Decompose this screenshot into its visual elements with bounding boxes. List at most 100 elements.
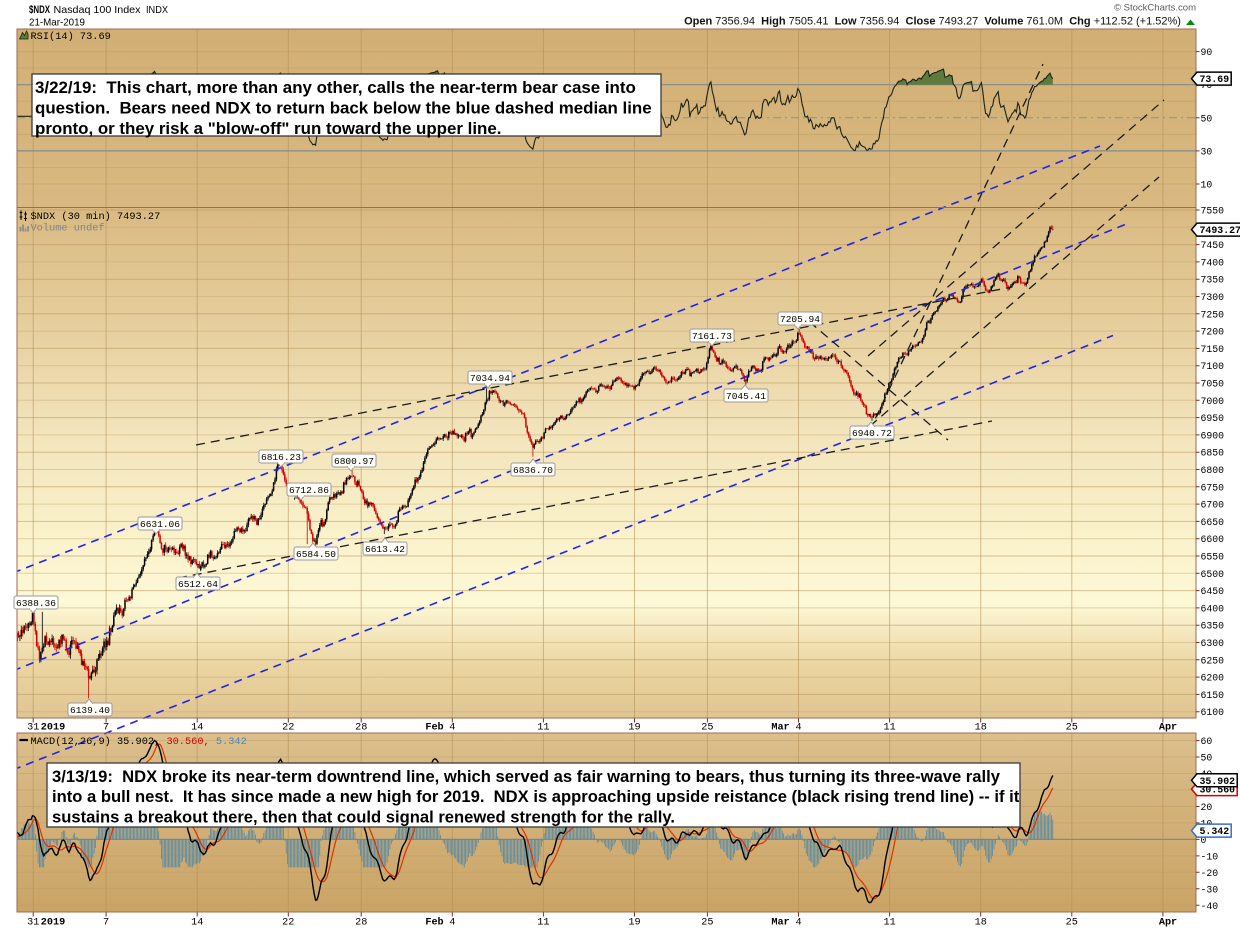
svg-text:6150: 6150: [1201, 690, 1225, 701]
svg-text:7200: 7200: [1201, 327, 1225, 338]
svg-text:50: 50: [1201, 753, 1213, 764]
svg-text:MACD(12,26,9) 35.902, 30.560,: MACD(12,26,9) 35.902, 30.560, 5.342: [31, 736, 247, 748]
svg-text:Feb: Feb: [425, 917, 443, 928]
svg-text:6900: 6900: [1201, 430, 1225, 441]
svg-text:19: 19: [628, 723, 640, 734]
svg-text:6250: 6250: [1201, 655, 1225, 666]
svg-text:4: 4: [449, 918, 455, 928]
svg-text:28: 28: [355, 918, 367, 928]
svg-text:6613.42: 6613.42: [365, 544, 405, 555]
svg-text:6850: 6850: [1201, 448, 1225, 459]
svg-text:3/13/19: NDX broke its near-t: 3/13/19: NDX broke its near-term downtre…: [52, 767, 1001, 786]
svg-text:6584.50: 6584.50: [296, 549, 336, 560]
svg-text:$NDX (30 min) 7493.27: $NDX (30 min) 7493.27: [31, 211, 161, 223]
svg-text:7550: 7550: [1201, 206, 1225, 217]
svg-text:$NDX: $NDX: [29, 4, 50, 16]
svg-text:6816.23: 6816.23: [261, 452, 301, 463]
svg-text:7034.94: 7034.94: [470, 373, 510, 384]
svg-text:6631.06: 6631.06: [140, 519, 180, 530]
svg-text:20: 20: [1201, 802, 1213, 813]
svg-text:73.69: 73.69: [1200, 74, 1230, 85]
svg-text:7493.27: 7493.27: [1200, 225, 1240, 236]
svg-text:25: 25: [701, 918, 713, 928]
svg-text:11: 11: [537, 918, 549, 928]
svg-text:7350: 7350: [1201, 275, 1225, 286]
svg-text:6650: 6650: [1201, 517, 1225, 528]
svg-text:6950: 6950: [1201, 413, 1225, 424]
svg-text:2019: 2019: [41, 918, 65, 928]
svg-text:6500: 6500: [1201, 569, 1225, 580]
svg-text:into a bull nest. It has sinc: into a bull nest. It has since made a ne…: [52, 787, 1020, 806]
svg-text:11: 11: [883, 723, 895, 734]
svg-text:Open 7356.94 High 7505.41 Lo: Open 7356.94 High 7505.41 Low 7356.94 Cl…: [684, 16, 1184, 28]
svg-text:31: 31: [27, 723, 39, 734]
svg-text:10: 10: [1201, 180, 1213, 191]
svg-text:14: 14: [191, 918, 203, 928]
svg-text:6712.86: 6712.86: [289, 485, 329, 496]
svg-text:Feb: Feb: [425, 722, 443, 734]
svg-text:6100: 6100: [1201, 707, 1225, 718]
svg-text:60: 60: [1201, 736, 1213, 747]
svg-text:18: 18: [975, 723, 987, 734]
svg-text:6750: 6750: [1201, 482, 1225, 493]
svg-text:6512.64: 6512.64: [178, 579, 218, 590]
svg-text:7300: 7300: [1201, 292, 1225, 303]
svg-text:pronto, or they risk a "blow-o: pronto, or they risk a "blow-off" run to…: [35, 119, 501, 138]
svg-text:25: 25: [701, 723, 713, 734]
svg-text:28: 28: [355, 723, 367, 734]
svg-text:21-Mar-2019: 21-Mar-2019: [29, 18, 85, 29]
svg-text:7250: 7250: [1201, 309, 1225, 320]
svg-text:7: 7: [103, 918, 109, 928]
svg-text:Apr: Apr: [1159, 918, 1177, 928]
svg-text:© StockCharts.com: © StockCharts.com: [1114, 3, 1196, 14]
svg-text:7045.41: 7045.41: [726, 391, 766, 402]
svg-text:25: 25: [1066, 723, 1078, 734]
svg-text:4: 4: [795, 918, 801, 928]
svg-text:6300: 6300: [1201, 638, 1225, 649]
svg-text:question. Bears need NDX to r: question. Bears need NDX to return back …: [35, 98, 652, 117]
svg-text:22: 22: [282, 723, 294, 734]
svg-text:INDX: INDX: [146, 5, 168, 16]
svg-text:2019: 2019: [41, 723, 65, 734]
svg-text:25: 25: [1066, 918, 1078, 928]
svg-text:-40: -40: [1201, 901, 1219, 912]
svg-text:RSI(14) 73.69: RSI(14) 73.69: [31, 31, 111, 43]
svg-text:31: 31: [27, 918, 39, 928]
svg-text:14: 14: [191, 723, 203, 734]
svg-text:7100: 7100: [1201, 361, 1225, 372]
svg-text:5.342: 5.342: [1200, 826, 1230, 837]
svg-text:4: 4: [795, 723, 801, 734]
svg-text:7150: 7150: [1201, 344, 1225, 355]
svg-text:-20: -20: [1201, 868, 1219, 879]
svg-text:18: 18: [975, 918, 987, 928]
svg-text:6200: 6200: [1201, 673, 1225, 684]
svg-text:Volume undef: Volume undef: [31, 223, 105, 235]
svg-text:11: 11: [537, 723, 549, 734]
svg-text:0: 0: [1201, 835, 1207, 846]
svg-text:6550: 6550: [1201, 552, 1225, 563]
svg-text:7000: 7000: [1201, 396, 1225, 407]
svg-text:6600: 6600: [1201, 534, 1225, 545]
svg-text:7161.73: 7161.73: [692, 331, 732, 342]
svg-text:19: 19: [628, 918, 640, 928]
svg-text:3/22/19: This chart, more tha: 3/22/19: This chart, more than any other…: [35, 78, 636, 97]
svg-text:6800.97: 6800.97: [334, 456, 374, 467]
svg-text:7450: 7450: [1201, 240, 1225, 251]
svg-text:6800: 6800: [1201, 465, 1225, 476]
svg-text:-10: -10: [1201, 851, 1219, 862]
svg-text:6139.40: 6139.40: [70, 705, 110, 716]
svg-text:90: 90: [1201, 47, 1213, 58]
svg-text:7050: 7050: [1201, 379, 1225, 390]
svg-text:Nasdaq 100 Index: Nasdaq 100 Index: [54, 5, 142, 16]
svg-text:11: 11: [883, 918, 895, 928]
svg-text:7205.94: 7205.94: [780, 314, 820, 325]
svg-text:6350: 6350: [1201, 621, 1225, 632]
svg-text:6388.36: 6388.36: [16, 598, 56, 609]
svg-text:50: 50: [1201, 113, 1213, 124]
svg-text:-30: -30: [1201, 884, 1219, 895]
svg-text:6836.70: 6836.70: [513, 465, 553, 476]
svg-text:6400: 6400: [1201, 603, 1225, 614]
svg-text:4: 4: [449, 723, 455, 734]
svg-text:Mar: Mar: [771, 723, 789, 734]
svg-text:7400: 7400: [1201, 257, 1225, 268]
